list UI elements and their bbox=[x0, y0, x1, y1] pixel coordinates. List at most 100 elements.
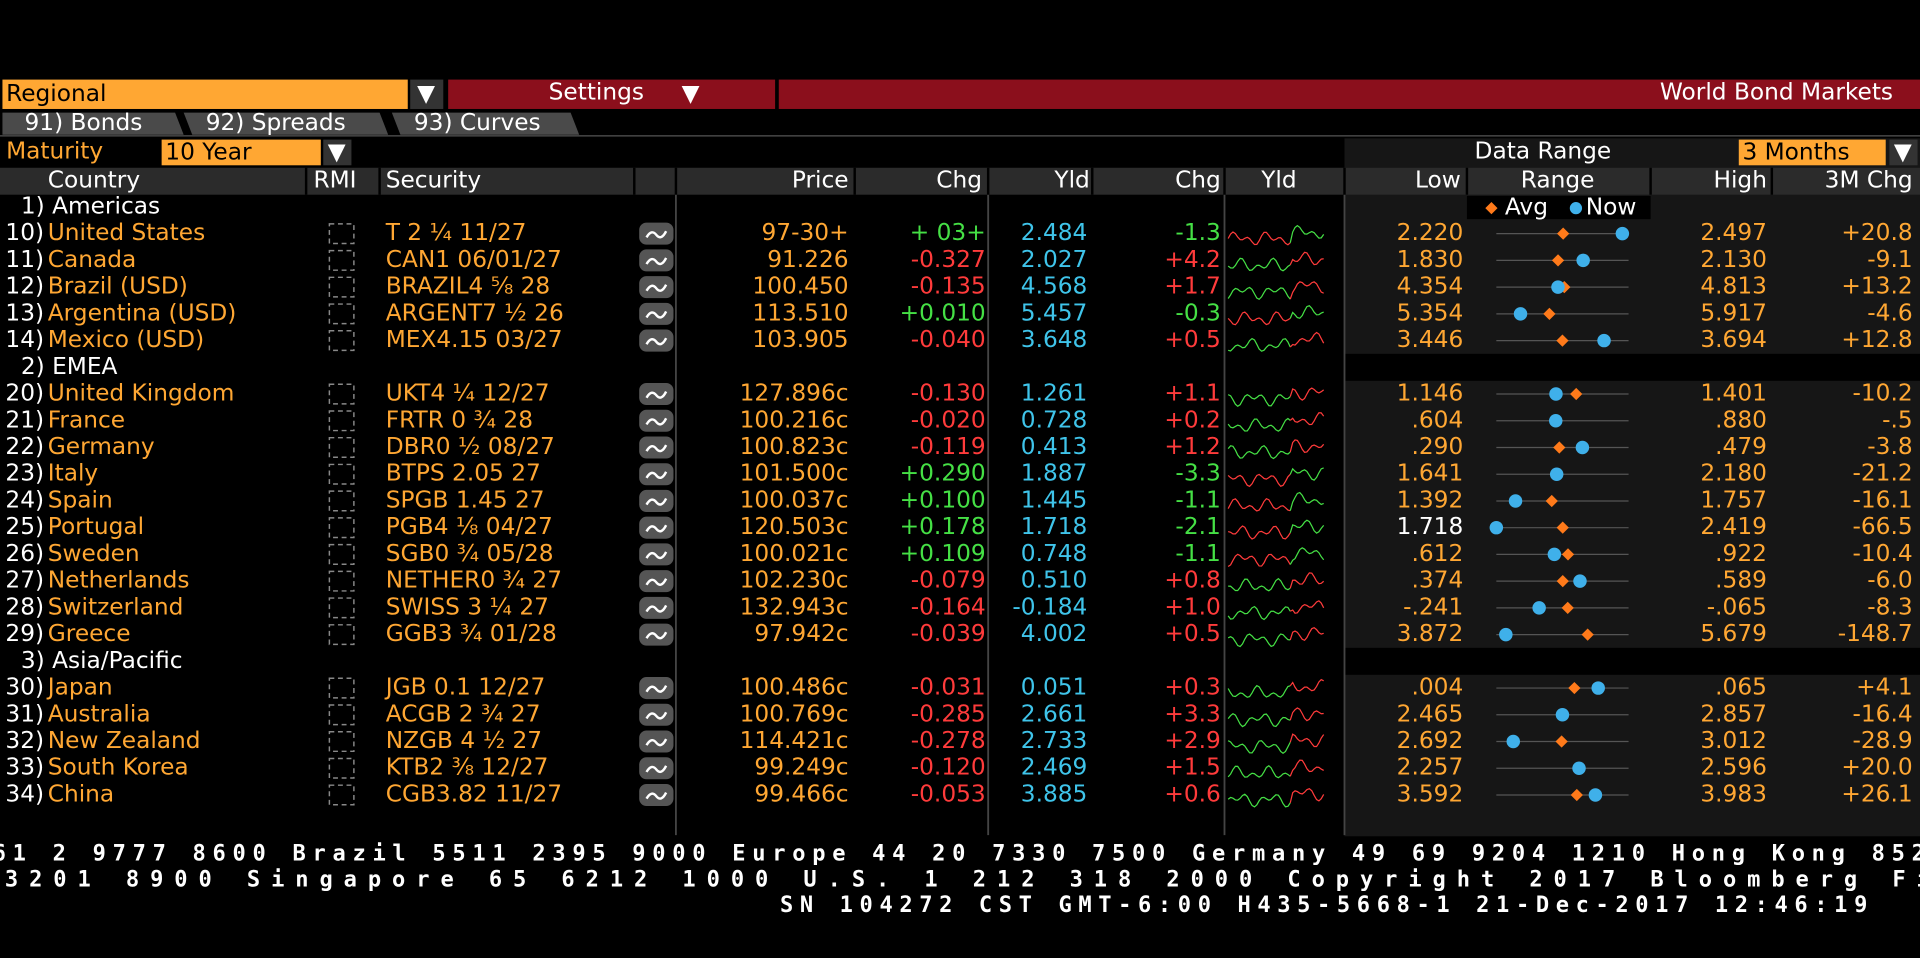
row-number: 33) bbox=[5, 754, 44, 781]
row-number: 14) bbox=[5, 326, 44, 353]
yield: 0.413 bbox=[1021, 433, 1088, 460]
high: 1.401 bbox=[1700, 380, 1767, 407]
title-bar bbox=[778, 79, 1920, 109]
maturity-box[interactable] bbox=[161, 139, 321, 166]
yield-change: -1.3 bbox=[1175, 219, 1220, 246]
security: CAN1 06/01/27 bbox=[386, 246, 562, 273]
price-change: +0.109 bbox=[900, 540, 986, 567]
country: Germany bbox=[48, 433, 155, 460]
rmi-icon[interactable] bbox=[328, 223, 355, 245]
price-change: -0.053 bbox=[911, 780, 986, 807]
sparkline bbox=[1227, 257, 1291, 272]
data-range[interactable]: 3 Months bbox=[1742, 139, 1849, 166]
settings-box[interactable] bbox=[448, 79, 776, 109]
country: Portugal bbox=[48, 513, 144, 540]
rmi-icon[interactable] bbox=[328, 784, 355, 806]
range-avg bbox=[1555, 735, 1568, 748]
low: 3.592 bbox=[1397, 780, 1464, 807]
rmi-icon[interactable] bbox=[328, 276, 355, 298]
column-header: Low bbox=[1415, 167, 1461, 194]
sparkline bbox=[1289, 787, 1325, 804]
sparkline bbox=[1227, 740, 1291, 755]
range-now bbox=[1547, 547, 1562, 562]
security: PGB4 ⅛ 04/27 bbox=[386, 513, 553, 540]
title: World Bond Markets bbox=[1660, 79, 1893, 106]
data-range-box[interactable] bbox=[1738, 139, 1886, 166]
security: ARGENT7 ½ 26 bbox=[386, 299, 564, 326]
tab-label[interactable]: 92) Spreads bbox=[206, 109, 346, 136]
low: 2.692 bbox=[1397, 727, 1464, 754]
rmi-icon[interactable] bbox=[328, 490, 355, 512]
high: .065 bbox=[1715, 674, 1767, 701]
security: NETHER0 ¾ 27 bbox=[386, 567, 562, 594]
dropdown[interactable] bbox=[323, 139, 352, 166]
price-change: -0.031 bbox=[911, 674, 986, 701]
rmi-icon[interactable] bbox=[328, 383, 355, 405]
row-number: 12) bbox=[5, 273, 44, 300]
country: Italy bbox=[48, 460, 99, 487]
regional[interactable]: Regional bbox=[6, 80, 106, 107]
regional-box[interactable] bbox=[2, 79, 408, 109]
tab[interactable] bbox=[391, 112, 580, 135]
dropdown[interactable] bbox=[1889, 139, 1918, 166]
dropdown[interactable] bbox=[410, 79, 444, 109]
tab-label[interactable]: 91) Bonds bbox=[24, 109, 142, 136]
change-3m: +20.0 bbox=[1841, 754, 1912, 781]
rmi-icon[interactable] bbox=[328, 463, 355, 485]
rmi-icon[interactable] bbox=[328, 570, 355, 592]
price-change: -0.020 bbox=[911, 406, 986, 433]
range-avg bbox=[1543, 307, 1556, 320]
row-number: 22) bbox=[5, 433, 44, 460]
column-header: RMI bbox=[313, 167, 356, 194]
sparkline bbox=[1227, 286, 1291, 301]
change-3m: -6.0 bbox=[1867, 567, 1912, 594]
sparkline bbox=[1227, 311, 1291, 326]
sparkline bbox=[1227, 417, 1291, 432]
sparkline bbox=[1289, 547, 1325, 565]
group-label: 1) Americas bbox=[21, 192, 160, 219]
country: Canada bbox=[48, 246, 136, 273]
sparkline bbox=[1289, 251, 1324, 266]
column-header: 3M Chg bbox=[1825, 167, 1913, 194]
low: 1.146 bbox=[1397, 380, 1464, 407]
yield-change: -3.3 bbox=[1175, 460, 1220, 487]
rmi-icon[interactable] bbox=[328, 330, 355, 352]
change-3m: -21.2 bbox=[1852, 460, 1912, 487]
country: United States bbox=[48, 219, 205, 246]
range-now bbox=[1549, 467, 1564, 481]
yield: 2.469 bbox=[1021, 754, 1088, 781]
row-number: 30) bbox=[5, 674, 44, 701]
sparkline bbox=[1289, 626, 1324, 641]
sparkline bbox=[1289, 733, 1325, 748]
maturity[interactable]: 10 Year bbox=[165, 139, 252, 166]
rmi-icon[interactable] bbox=[328, 436, 355, 459]
tab[interactable] bbox=[183, 112, 389, 135]
rmi-icon[interactable] bbox=[328, 730, 355, 753]
range-now bbox=[1615, 226, 1630, 241]
rmi-icon[interactable] bbox=[328, 757, 355, 779]
sparkline bbox=[1289, 305, 1324, 319]
high: 2.130 bbox=[1700, 246, 1767, 273]
price: 99.466c bbox=[754, 780, 848, 807]
yield: 1.718 bbox=[1021, 513, 1088, 540]
rmi-icon[interactable] bbox=[328, 249, 355, 271]
settings[interactable]: Settings bbox=[549, 79, 644, 106]
rmi-icon[interactable] bbox=[328, 677, 355, 699]
chart-icon-glyph bbox=[645, 497, 668, 506]
change-3m: +26.1 bbox=[1841, 780, 1912, 807]
change-3m: +13.2 bbox=[1841, 273, 1912, 300]
high: 5.679 bbox=[1700, 620, 1767, 647]
column-header: High bbox=[1714, 167, 1767, 194]
tab[interactable] bbox=[2, 112, 184, 135]
tab-label[interactable]: 93) Curves bbox=[414, 109, 541, 136]
security: T 2 ¼ 11/27 bbox=[385, 219, 527, 246]
rmi-icon[interactable] bbox=[328, 303, 355, 325]
high: 2.419 bbox=[1700, 513, 1767, 540]
low: -.241 bbox=[1403, 593, 1463, 620]
sparkline bbox=[1289, 519, 1325, 534]
rmi-icon[interactable] bbox=[328, 410, 355, 432]
rmi-icon[interactable] bbox=[328, 597, 355, 619]
change-3m: -8.3 bbox=[1867, 593, 1912, 620]
rmi-icon[interactable] bbox=[328, 704, 355, 726]
